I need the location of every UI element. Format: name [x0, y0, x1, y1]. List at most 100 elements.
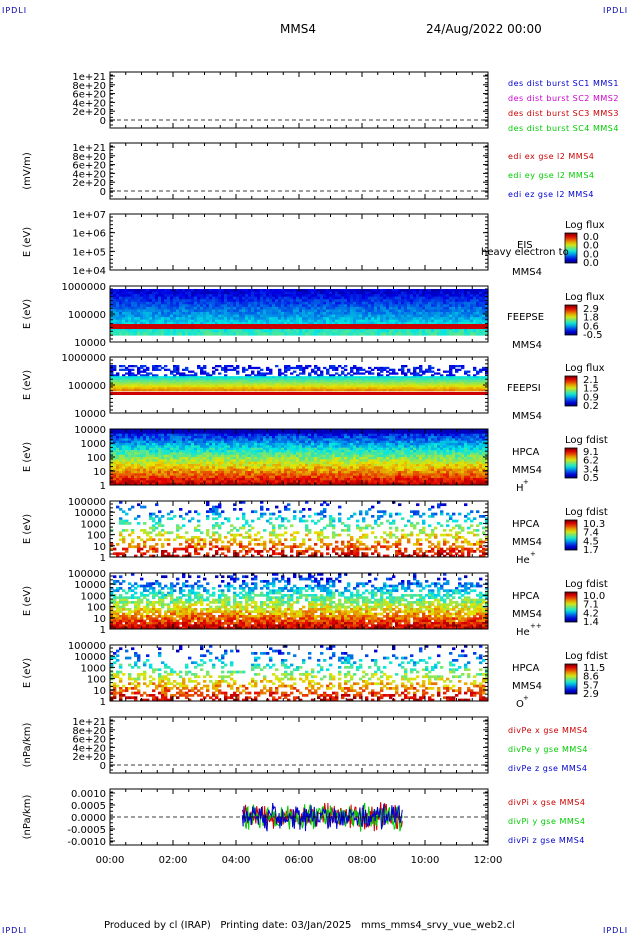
spectrogram-cell [131, 438, 134, 441]
spectrogram-cell [185, 462, 188, 465]
spectrogram-cell [200, 478, 203, 481]
spectrogram-cell [161, 431, 164, 434]
spectrogram-cell [182, 473, 185, 476]
spectrogram-cell [137, 441, 140, 444]
spectrogram-cell [143, 478, 146, 481]
spectrogram-cell [134, 431, 137, 434]
spectrogram-cell [182, 450, 185, 453]
spectrogram-cell [140, 476, 143, 479]
spectrogram-cell [143, 476, 146, 479]
spectrogram-cell [137, 372, 140, 374]
spectrogram-cell [206, 455, 209, 458]
spectrogram-cell [125, 389, 128, 391]
spectrogram-cell [146, 436, 149, 439]
spectrogram-cell [335, 372, 338, 374]
spectrogram-cell [122, 471, 125, 474]
spectrogram-cell [329, 367, 332, 369]
spectrogram-cell [188, 466, 191, 469]
spectrogram-cell [164, 431, 167, 434]
spectrogram-cell [122, 478, 125, 481]
spectrogram-cell [203, 389, 206, 391]
spectrogram-cell [197, 436, 200, 439]
spectrogram-cell [176, 436, 179, 439]
spectrogram-cell [173, 480, 176, 483]
spectrogram-cell [161, 457, 164, 460]
spectrogram-cell [170, 473, 173, 476]
spectrogram-cell [125, 478, 128, 481]
spectrogram-cell [215, 443, 218, 446]
spectrogram-cell [134, 436, 137, 439]
spectrogram-cell [431, 367, 434, 369]
spectrogram-cell [164, 389, 167, 391]
spectrogram-cell [191, 452, 194, 455]
spectrogram-cell [173, 473, 176, 476]
spectrogram-cell [122, 438, 125, 441]
spectrogram-cell [209, 471, 212, 474]
spectrogram-cell [368, 389, 371, 391]
spectrogram-cell [152, 434, 155, 437]
spectrogram-cell [200, 462, 203, 465]
spectrogram-cell [191, 473, 194, 476]
spectrogram-cell [170, 450, 173, 453]
spectrogram-cell [212, 473, 215, 476]
spectrogram-cell [191, 459, 194, 462]
spectrogram-cell [152, 448, 155, 451]
spectrogram-cell [113, 436, 116, 439]
spectrogram-cell [212, 389, 215, 391]
spectrogram-cell [128, 431, 131, 434]
spectrogram-cell [176, 476, 179, 479]
spectrogram-cell [191, 438, 194, 441]
spectrogram-cell [161, 471, 164, 474]
spectrogram-cell [143, 448, 146, 451]
spectrogram-cell [137, 455, 140, 458]
spectrogram-cell [221, 389, 224, 391]
spectrogram-cell [185, 443, 188, 446]
spectrogram-cell [476, 389, 479, 391]
spectrogram-cell [149, 462, 152, 465]
spectrogram-cell [251, 389, 254, 391]
spectrogram-cell [149, 473, 152, 476]
spectrogram-cell [167, 462, 170, 465]
spectrogram-cell [143, 436, 146, 439]
spectrogram-cell [152, 466, 155, 469]
spectrogram-cell [131, 457, 134, 460]
spectrogram-cell [155, 476, 158, 479]
spectrogram-cell [194, 469, 197, 472]
spectrogram-cell [404, 389, 407, 391]
spectrogram-cell [119, 436, 122, 439]
spectrogram-cell [311, 371, 314, 373]
spectrogram-cell [137, 476, 140, 479]
spectrogram-cell [122, 466, 125, 469]
spectrogram-cell [125, 466, 128, 469]
spectrogram-cell [194, 455, 197, 458]
spectrogram-cell [146, 389, 149, 391]
spectrogram-cell [215, 431, 218, 434]
spectrogram-cell [158, 473, 161, 476]
spectrogram-cell [143, 450, 146, 453]
spectrogram-cell [389, 369, 392, 371]
spectrogram-cell [248, 389, 251, 391]
spectrogram-cell [128, 450, 131, 453]
spectrogram-cell [131, 471, 134, 474]
spectrogram-cell [269, 372, 272, 374]
spectrogram-cell [149, 480, 152, 483]
spectrogram-cell [143, 441, 146, 444]
spectrogram-cell [386, 389, 389, 391]
spectrogram-cell [167, 369, 170, 371]
spectrogram-cell [149, 438, 152, 441]
spectrogram-cell [203, 367, 206, 369]
spectrogram-cell [158, 441, 161, 444]
spectrogram-cell [152, 452, 155, 455]
spectrogram-cell [197, 476, 200, 479]
spectrogram-cell [239, 389, 242, 391]
spectrogram-cell [149, 441, 152, 444]
spectrogram-cell [194, 434, 197, 437]
spectrogram-cell [173, 431, 176, 434]
spectrogram-cell [245, 389, 248, 391]
spectrogram-cell [374, 389, 377, 391]
spectrogram-cell [143, 457, 146, 460]
spectrogram-cell [125, 471, 128, 474]
spectrogram-cell [164, 443, 167, 446]
spectrogram-cell [215, 462, 218, 465]
spectrogram-cell [197, 445, 200, 448]
